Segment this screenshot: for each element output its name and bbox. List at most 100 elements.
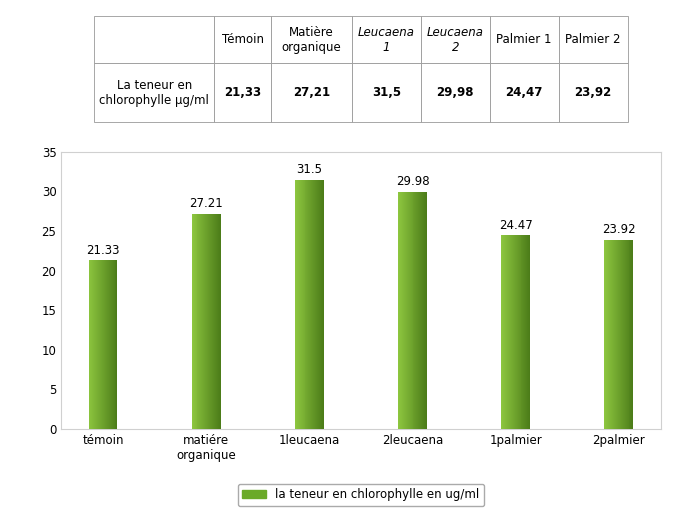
Bar [528,235,529,429]
Bar [426,191,427,429]
Bar [316,179,317,429]
Bar [111,260,112,429]
Bar [418,191,419,429]
Bar [220,213,221,429]
Bar [304,179,306,429]
Bar [322,179,323,429]
Bar [97,260,98,429]
Bar [605,240,606,429]
Bar [618,240,619,429]
Bar [417,191,418,429]
Bar [503,235,504,429]
Bar [210,213,211,429]
Bar [116,260,117,429]
Bar [415,191,416,429]
Bar [95,260,96,429]
Bar [100,260,101,429]
Bar [217,213,218,429]
Bar [219,213,220,429]
Bar [89,260,91,429]
Bar [515,235,516,429]
Bar [629,240,631,429]
Bar [93,260,94,429]
Bar [508,235,509,429]
Bar [218,213,219,429]
Bar [110,260,111,429]
Bar [204,213,205,429]
Bar [401,191,402,429]
Bar [309,179,311,429]
Bar [301,179,302,429]
Text: 23.92: 23.92 [602,223,635,236]
Bar [216,213,217,429]
Bar [317,179,318,429]
Bar [197,213,198,429]
Bar [296,179,297,429]
Bar [518,235,519,429]
Bar [318,179,319,429]
Bar [319,179,320,429]
Bar [422,191,423,429]
Bar [206,213,207,429]
Bar [400,191,401,429]
Bar [512,235,513,429]
Bar [506,235,507,429]
Text: 27.21: 27.21 [189,197,223,210]
Bar [502,235,503,429]
Bar [321,179,322,429]
Bar [516,235,517,429]
Bar [507,235,508,429]
Bar [104,260,105,429]
Bar [616,240,617,429]
Bar [306,179,307,429]
Bar [405,191,406,429]
Legend: la teneur en chlorophylle en ug/ml: la teneur en chlorophylle en ug/ml [238,484,484,506]
Bar [626,240,627,429]
Bar [312,179,313,429]
Bar [91,260,93,429]
Bar [320,179,321,429]
Bar [421,191,422,429]
Bar [613,240,614,429]
Bar [617,240,618,429]
Bar [409,191,410,429]
Bar [295,179,296,429]
Bar [402,191,403,429]
Bar [628,240,629,429]
Bar [619,240,620,429]
Bar [631,240,633,429]
Bar [610,240,611,429]
Bar [620,240,621,429]
Bar [315,179,316,429]
Bar [98,260,99,429]
Bar [114,260,116,429]
Bar [107,260,108,429]
Bar [420,191,421,429]
Bar [205,213,206,429]
Bar [398,191,399,429]
Bar [203,213,204,429]
Bar [411,191,413,429]
Bar [408,191,409,429]
Bar [611,240,612,429]
Bar [209,213,210,429]
Bar [299,179,300,429]
Bar [606,240,607,429]
Bar [102,260,103,429]
Bar [302,179,304,429]
Bar [300,179,301,429]
Bar [311,179,312,429]
Bar [622,240,624,429]
Bar [195,213,197,429]
Bar [501,235,502,429]
Bar [419,191,420,429]
Bar [215,213,216,429]
Bar [307,179,308,429]
Bar [505,235,506,429]
Bar [522,235,524,429]
Bar [192,213,193,429]
Bar [399,191,400,429]
Bar [607,240,608,429]
Bar [106,260,107,429]
Bar [103,260,104,429]
